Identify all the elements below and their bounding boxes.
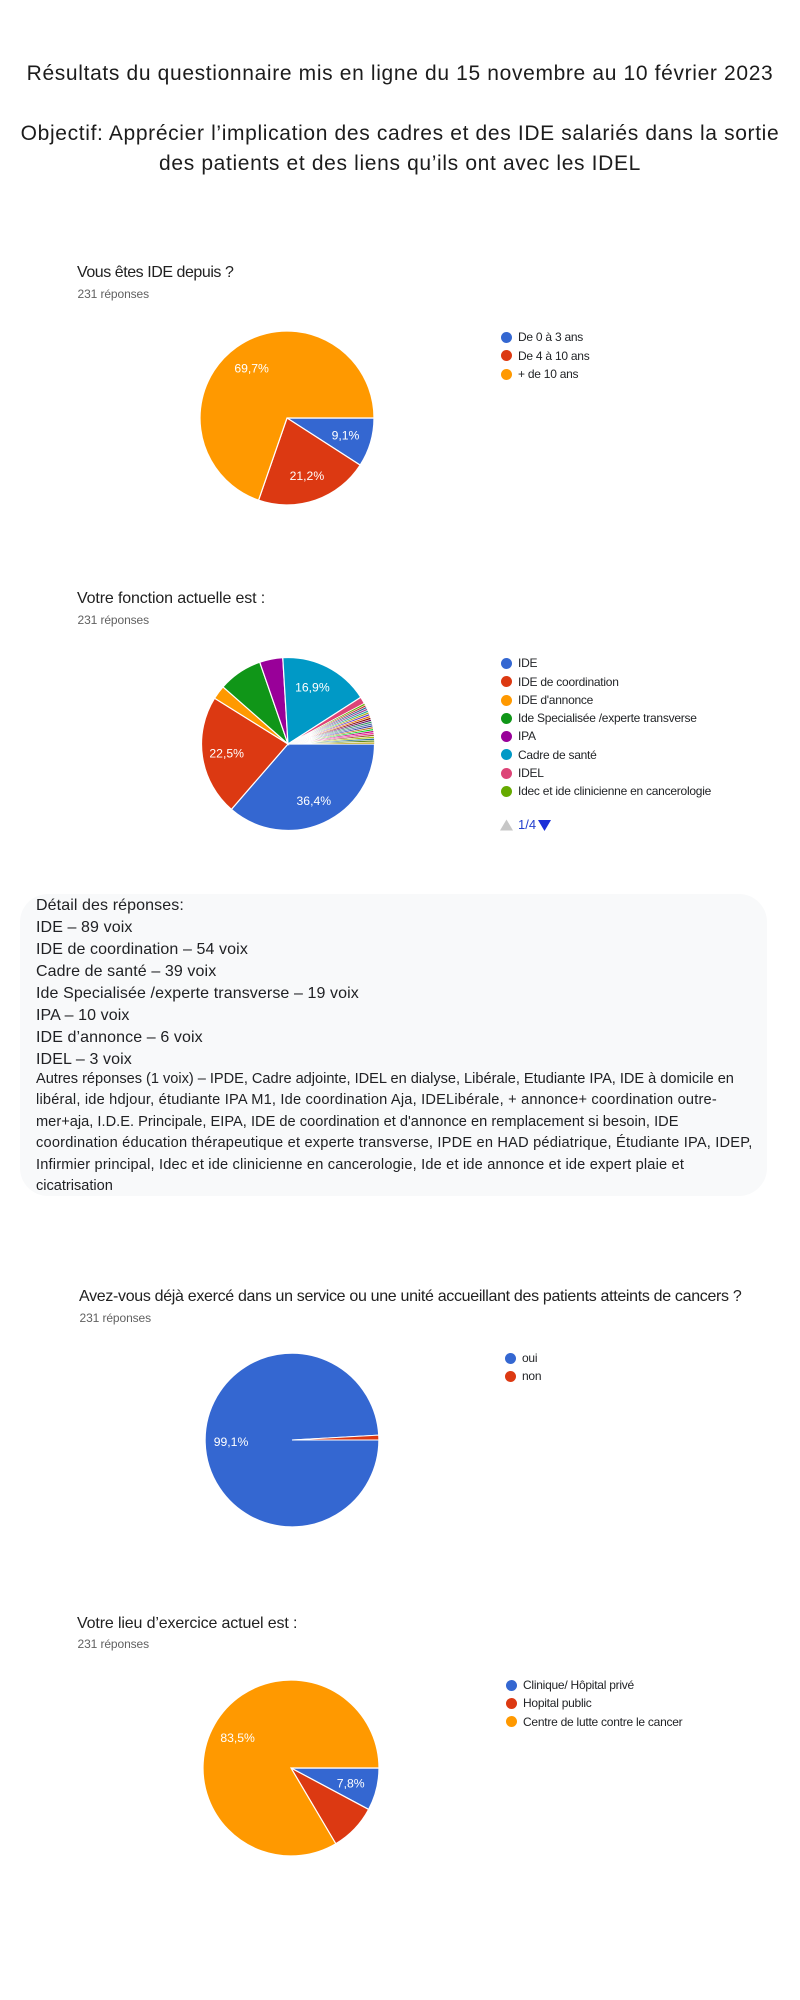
svg-text:99,1%: 99,1% [214, 1435, 249, 1449]
svg-text:69,7%: 69,7% [234, 361, 269, 375]
svg-text:9,1%: 9,1% [332, 428, 360, 442]
svg-text:7,8%: 7,8% [336, 1776, 364, 1790]
svg-text:16,9%: 16,9% [295, 681, 330, 695]
svg-text:22,5%: 22,5% [209, 747, 244, 761]
svg-text:21,2%: 21,2% [290, 468, 325, 482]
svg-text:83,5%: 83,5% [220, 1731, 255, 1745]
svg-text:36,4%: 36,4% [296, 794, 331, 808]
